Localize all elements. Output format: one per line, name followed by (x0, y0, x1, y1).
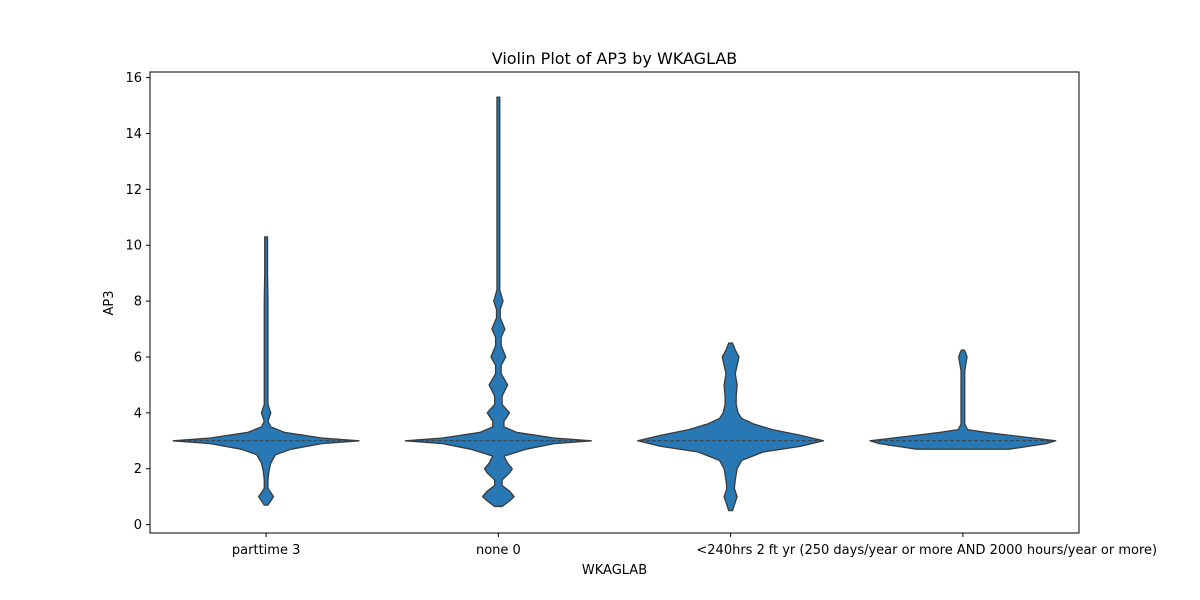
y-tick-label: 16 (125, 71, 142, 86)
x-axis-label: WKAGLAB (582, 563, 647, 578)
x-tick-label: parttime 3 (232, 543, 300, 558)
x-tick-label: none 0 (476, 543, 521, 558)
chart-title: Violin Plot of AP3 by WKAGLAB (492, 49, 738, 68)
x-tick-label: <240hrs 2 (696, 543, 764, 558)
x-axis: parttime 3 none 0 <240hrs 2 ft yr (250 days… (232, 533, 1157, 558)
y-tick-label: 2 (134, 462, 142, 477)
y-tick-label: 14 (125, 127, 142, 142)
violin-body (637, 342, 825, 512)
y-tick-label: 10 (125, 239, 142, 254)
violins-group (172, 96, 1057, 512)
y-tick-label: 8 (134, 295, 142, 310)
plot-frame (149, 71, 1080, 534)
y-axis: 0 2 4 6 8 10 12 14 16 (125, 71, 150, 533)
x-tick-label: ft yr (250 days/year or more AND 2000 ho… (769, 543, 1157, 558)
y-axis-label: AP3 (102, 290, 117, 315)
violin-body (404, 96, 592, 508)
violin-body (869, 349, 1057, 450)
y-tick-label: 4 (134, 406, 142, 421)
y-tick-label: 0 (134, 518, 142, 533)
y-tick-label: 6 (134, 350, 142, 365)
y-tick-label: 12 (125, 183, 142, 198)
violin-body (172, 236, 360, 506)
